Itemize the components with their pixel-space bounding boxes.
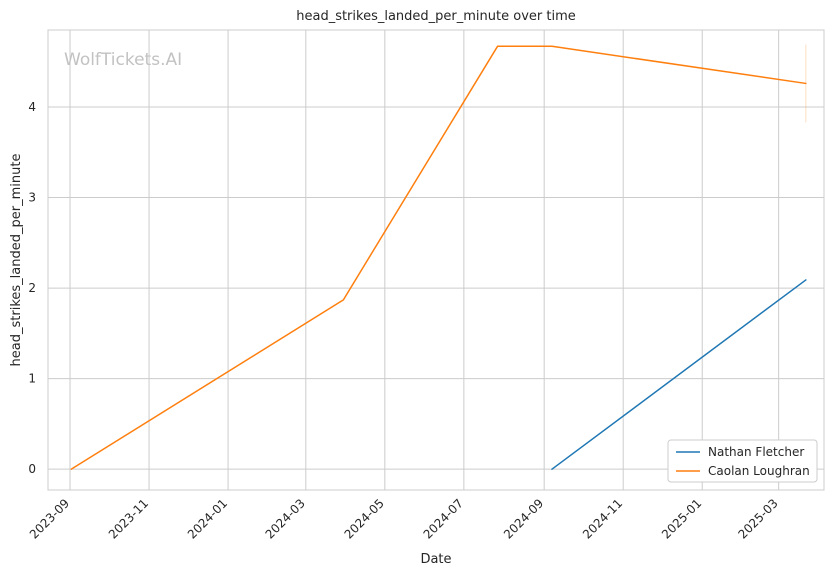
grid [48,30,824,490]
y-axis-label: head_strikes_landed_per_minute [9,154,24,367]
legend: Nathan Fletcher Caolan Loughran [667,439,818,483]
y-tick-label: 4 [28,100,36,114]
x-axis-label: Date [420,552,451,567]
legend-label-nathan-fletcher: Nathan Fletcher [708,445,804,459]
y-tick-label: 1 [28,372,36,386]
legend-label-caolan-loughran: Caolan Loughran [708,464,810,478]
series-lines [70,44,807,470]
legend-box [667,439,818,483]
chart-title: head_strikes_landed_per_minute over time [296,9,576,24]
y-tick-label: 0 [28,462,36,476]
y-tick-label: 2 [28,281,36,295]
watermark: WolfTickets.AI [64,50,182,70]
y-tick-label: 3 [28,191,36,205]
plot-frame [47,29,825,491]
series-line-nathan-fletcher [551,279,807,470]
